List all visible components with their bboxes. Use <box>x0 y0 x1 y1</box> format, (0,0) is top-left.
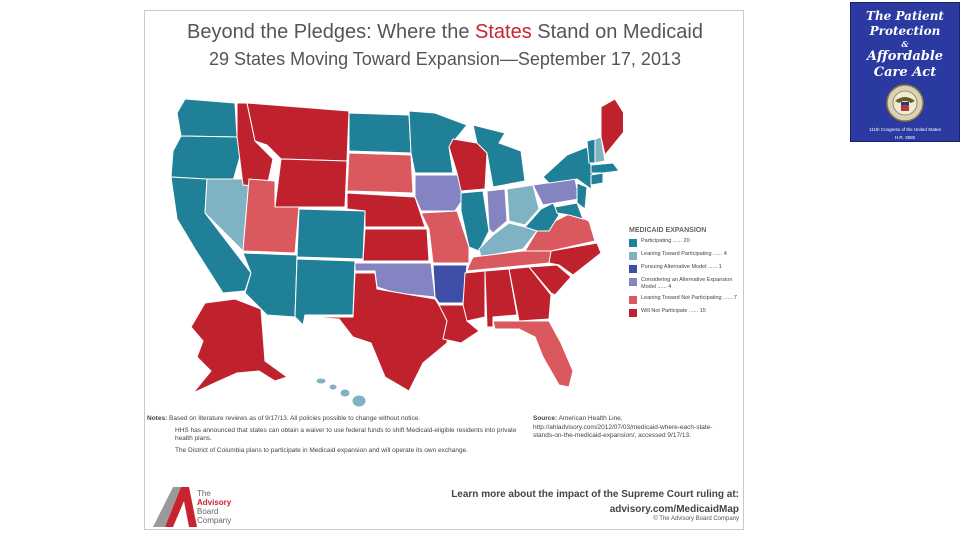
book-title-amp: & <box>901 39 909 49</box>
state-nd <box>348 112 412 154</box>
legend-item: Leaning Toward Participating ...... 4 <box>629 251 739 260</box>
state-mi <box>472 124 526 188</box>
state-vt <box>586 138 596 164</box>
state-wa <box>176 98 238 138</box>
state-ks <box>362 228 430 262</box>
state-oh <box>506 184 540 226</box>
legend-item: Leaning Toward Not Participating ...... … <box>629 295 739 304</box>
state-ct <box>590 172 604 186</box>
legend-swatch <box>629 265 637 273</box>
legend-label: Considering an Alternative Expansion Mod… <box>641 277 733 290</box>
state-co <box>296 208 366 260</box>
state-mo <box>420 210 470 264</box>
map-title: Beyond the Pledges: Where the States Sta… <box>187 21 703 43</box>
state-in <box>486 188 508 234</box>
state-nc <box>548 242 602 276</box>
source-text: American Health Line, http://ahladvisory… <box>533 415 713 439</box>
source: Source: American Health Line, http://ahl… <box>533 415 733 441</box>
state-me <box>600 98 623 157</box>
state-tx <box>304 272 450 392</box>
state-ar <box>432 264 468 304</box>
state-va <box>524 212 596 252</box>
congress-seal-icon <box>886 84 924 122</box>
state-ak <box>190 298 289 394</box>
legend-label: Pursuing Alternative Model ...... 1 <box>641 264 722 270</box>
state-ut <box>242 178 300 254</box>
state-ok <box>354 262 436 298</box>
book-congress: 111th Congress of the United States <box>869 127 941 132</box>
legend-label: Participating ...... 20 <box>641 238 690 244</box>
notes-line2: HHS has announced that states can obtain… <box>175 426 517 443</box>
map-url-link[interactable]: advisory.com/MedicaidMap <box>609 504 739 515</box>
book-title-line1: The Patient <box>866 9 944 23</box>
state-ia <box>414 174 464 212</box>
learn-more: Learn more about the impact of the Supre… <box>375 487 739 517</box>
legend-swatch <box>629 309 637 317</box>
legend-label: Leaning Toward Not Participating ...... … <box>641 295 737 301</box>
notes-line3: The District of Columbia plans to partic… <box>175 446 469 454</box>
legend-item: Considering an Alternative Expansion Mod… <box>629 277 739 291</box>
legend-swatch <box>629 296 637 304</box>
state-sc <box>527 264 572 296</box>
book-bill: H.R. 3590 <box>894 135 916 140</box>
state-nm <box>294 258 356 327</box>
legend-label: Leaning Toward Participating ...... 4 <box>641 251 727 257</box>
logo-wordmark: The Advisory Board Company <box>197 489 232 525</box>
state-sd <box>346 152 414 194</box>
copyright: © The Advisory Board Company <box>653 516 739 522</box>
notes-label: Notes: <box>147 415 168 422</box>
aca-book-cover: The Patient Protection & Affordable Care… <box>850 2 960 142</box>
legend-swatch <box>629 239 637 247</box>
map-legend: MEDICAID EXPANSION Participating ...... … <box>629 227 739 321</box>
book-title-line3: Affordable <box>866 49 944 64</box>
state-ga <box>508 266 552 322</box>
learn-more-text: Learn more about the impact of the Supre… <box>451 489 739 500</box>
legend-item: Will Not Participate ...... 15 <box>629 308 739 317</box>
legend-title: MEDICAID EXPANSION <box>629 227 707 234</box>
state-wy <box>274 158 348 208</box>
state-nj <box>576 182 588 210</box>
state-ms <box>462 270 486 322</box>
legend-item: Pursuing Alternative Model ...... 1 <box>629 264 739 273</box>
state-md <box>554 202 584 220</box>
map-subtitle: 29 States Moving Toward Expansion—Septem… <box>209 49 681 69</box>
advisory-board-logo-icon <box>153 487 197 527</box>
notes-line1: Based on literature reviews as of 9/17/1… <box>169 415 421 422</box>
legend-swatch <box>629 278 637 286</box>
book-title-line2: Protection <box>869 24 941 38</box>
state-nh <box>594 136 606 164</box>
state-wv <box>524 202 560 232</box>
map-card: Beyond the Pledges: Where the States Sta… <box>144 10 744 530</box>
book-title-line4: Care Act <box>873 65 937 80</box>
state-ma <box>590 162 620 174</box>
state-mn <box>408 110 468 174</box>
notes: Notes: Based on literature reviews as of… <box>147 415 517 458</box>
state-hi <box>315 377 367 408</box>
us-medicaid-map <box>170 98 623 408</box>
legend-swatch <box>629 252 637 260</box>
legend-item: Participating ...... 20 <box>629 238 739 247</box>
source-label: Source: <box>533 415 558 422</box>
legend-label: Will Not Participate ...... 15 <box>641 308 706 314</box>
state-fl <box>492 320 574 388</box>
state-pa <box>532 178 580 206</box>
state-or <box>170 135 242 182</box>
